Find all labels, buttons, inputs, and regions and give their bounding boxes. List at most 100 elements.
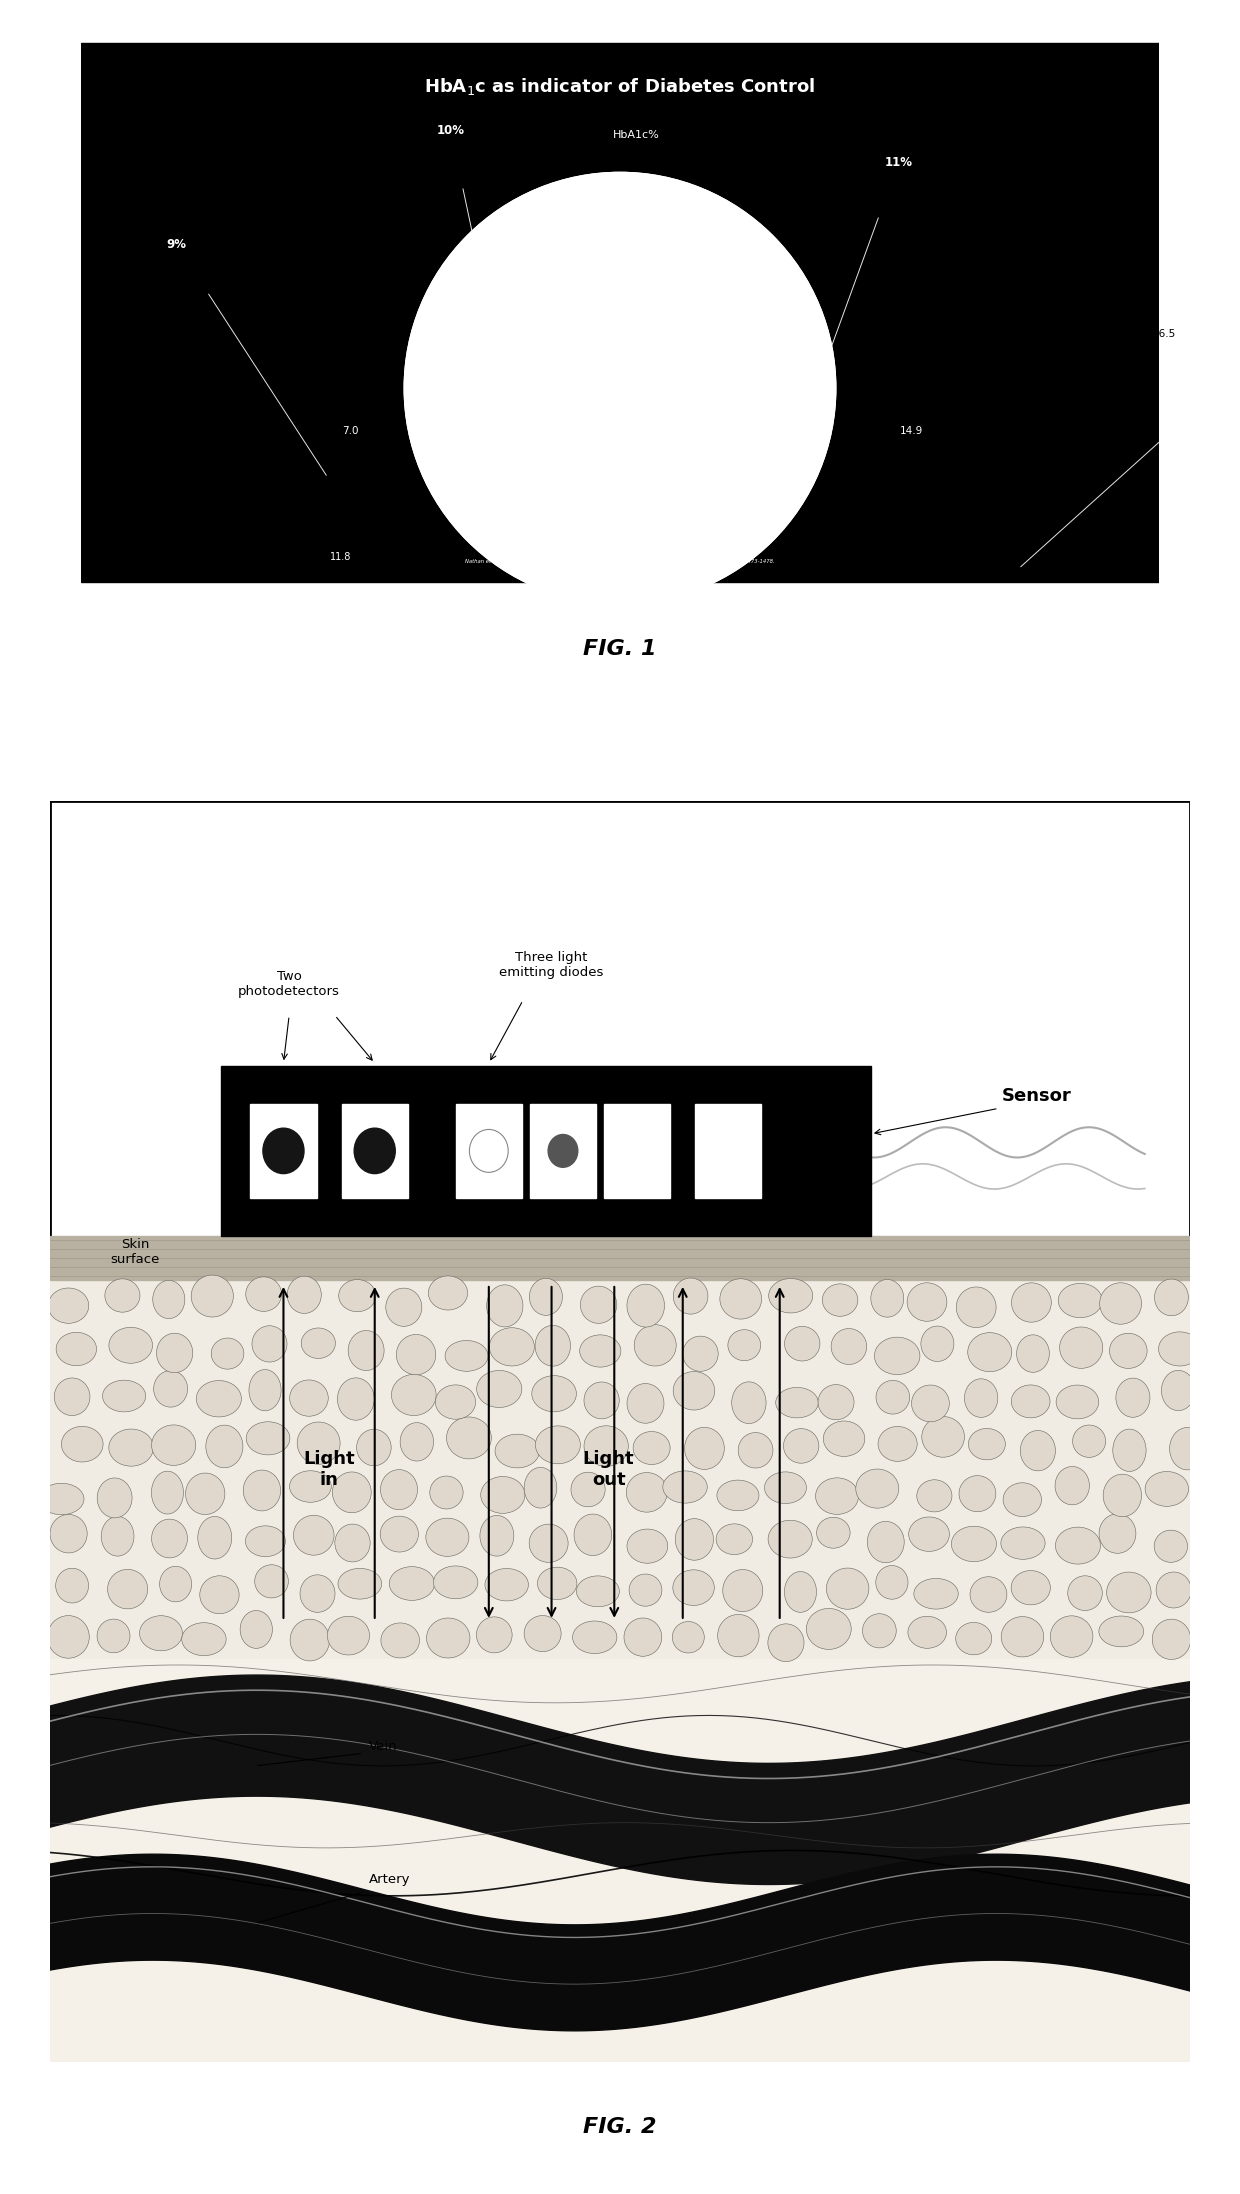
Ellipse shape (867, 1520, 904, 1562)
Polygon shape (639, 1294, 657, 1466)
Ellipse shape (332, 1472, 371, 1512)
Bar (529, 1104, 596, 1198)
Polygon shape (1068, 1222, 1240, 1349)
Polygon shape (750, 1448, 816, 1661)
Ellipse shape (1012, 1283, 1052, 1323)
Polygon shape (639, 1466, 660, 1683)
Text: Artery: Artery (370, 1874, 410, 1887)
Ellipse shape (254, 1564, 289, 1597)
Polygon shape (882, 1395, 997, 1588)
Text: Light
out: Light out (583, 1450, 635, 1490)
Ellipse shape (50, 1514, 87, 1553)
Ellipse shape (153, 1281, 185, 1319)
Polygon shape (334, 1240, 432, 1391)
Ellipse shape (401, 1422, 434, 1461)
Ellipse shape (247, 1422, 290, 1455)
Polygon shape (508, 1286, 551, 1457)
Ellipse shape (397, 1334, 435, 1376)
Polygon shape (804, 1242, 898, 1395)
Ellipse shape (289, 1470, 331, 1503)
Polygon shape (846, 1213, 960, 1354)
Text: 11.8: 11.8 (330, 553, 351, 562)
Text: Light
in: Light in (304, 1450, 355, 1490)
Polygon shape (764, 1262, 839, 1424)
Polygon shape (960, 1341, 1105, 1514)
Polygon shape (760, 1446, 828, 1656)
Ellipse shape (386, 1288, 422, 1327)
Ellipse shape (151, 1424, 196, 1466)
Polygon shape (815, 1235, 914, 1384)
Polygon shape (541, 1463, 573, 1681)
Ellipse shape (1001, 1527, 1045, 1560)
Text: 14.9: 14.9 (900, 426, 923, 437)
Polygon shape (176, 1365, 310, 1547)
Ellipse shape (785, 1327, 820, 1360)
Ellipse shape (103, 1380, 145, 1413)
Polygon shape (114, 1327, 267, 1499)
Ellipse shape (728, 1330, 760, 1360)
Text: FIG. 2: FIG. 2 (583, 2117, 657, 2137)
Polygon shape (580, 1466, 601, 1683)
Polygon shape (33, 1266, 207, 1413)
Ellipse shape (300, 1575, 335, 1613)
Polygon shape (310, 1229, 415, 1376)
Ellipse shape (785, 1571, 816, 1613)
Polygon shape (252, 1196, 374, 1327)
Ellipse shape (921, 1325, 954, 1362)
Polygon shape (594, 1466, 610, 1683)
Polygon shape (861, 1200, 981, 1334)
Ellipse shape (878, 1426, 918, 1461)
Bar (604, 1104, 670, 1198)
Polygon shape (758, 1266, 831, 1428)
Polygon shape (367, 1251, 454, 1409)
Ellipse shape (109, 1327, 153, 1362)
Ellipse shape (339, 1569, 382, 1599)
Ellipse shape (663, 1470, 707, 1503)
Ellipse shape (197, 1516, 232, 1560)
Ellipse shape (56, 1569, 88, 1604)
Ellipse shape (151, 1518, 187, 1558)
Polygon shape (179, 1139, 324, 1244)
Polygon shape (50, 1281, 219, 1433)
Ellipse shape (381, 1516, 418, 1551)
Polygon shape (207, 1163, 343, 1281)
Polygon shape (167, 1128, 316, 1229)
Polygon shape (195, 1154, 335, 1266)
Text: 8.6: 8.6 (169, 788, 184, 796)
Polygon shape (0, 1213, 167, 1338)
Ellipse shape (956, 1621, 992, 1654)
Ellipse shape (495, 1435, 539, 1468)
Polygon shape (219, 1174, 352, 1294)
Ellipse shape (822, 1283, 858, 1316)
Ellipse shape (914, 1577, 959, 1608)
Ellipse shape (870, 1279, 904, 1316)
Polygon shape (444, 1275, 507, 1441)
Ellipse shape (831, 1330, 867, 1365)
Polygon shape (454, 1277, 513, 1444)
Text: 9%: 9% (166, 237, 186, 250)
Ellipse shape (634, 1430, 670, 1466)
Polygon shape (836, 1220, 945, 1365)
Polygon shape (742, 1450, 802, 1663)
Polygon shape (232, 1183, 361, 1310)
Ellipse shape (1106, 1573, 1151, 1613)
Polygon shape (564, 1292, 588, 1466)
Ellipse shape (1073, 1426, 1106, 1457)
Ellipse shape (294, 1516, 334, 1556)
Ellipse shape (1099, 1617, 1143, 1648)
Ellipse shape (584, 1382, 619, 1420)
Polygon shape (208, 1380, 334, 1569)
Ellipse shape (337, 1378, 374, 1420)
Text: Nathan et al. Translating the A1C Assay into Estimated Average Glucose Values. D: Nathan et al. Translating the A1C Assay … (465, 559, 775, 570)
Polygon shape (243, 1395, 358, 1588)
Ellipse shape (806, 1608, 851, 1650)
Ellipse shape (908, 1617, 946, 1648)
Ellipse shape (826, 1569, 869, 1608)
Ellipse shape (1116, 1378, 1149, 1417)
Ellipse shape (863, 1615, 897, 1648)
Ellipse shape (290, 1619, 330, 1661)
Polygon shape (696, 1461, 738, 1676)
Ellipse shape (109, 1428, 154, 1466)
Polygon shape (973, 1327, 1126, 1499)
Polygon shape (709, 1281, 760, 1450)
